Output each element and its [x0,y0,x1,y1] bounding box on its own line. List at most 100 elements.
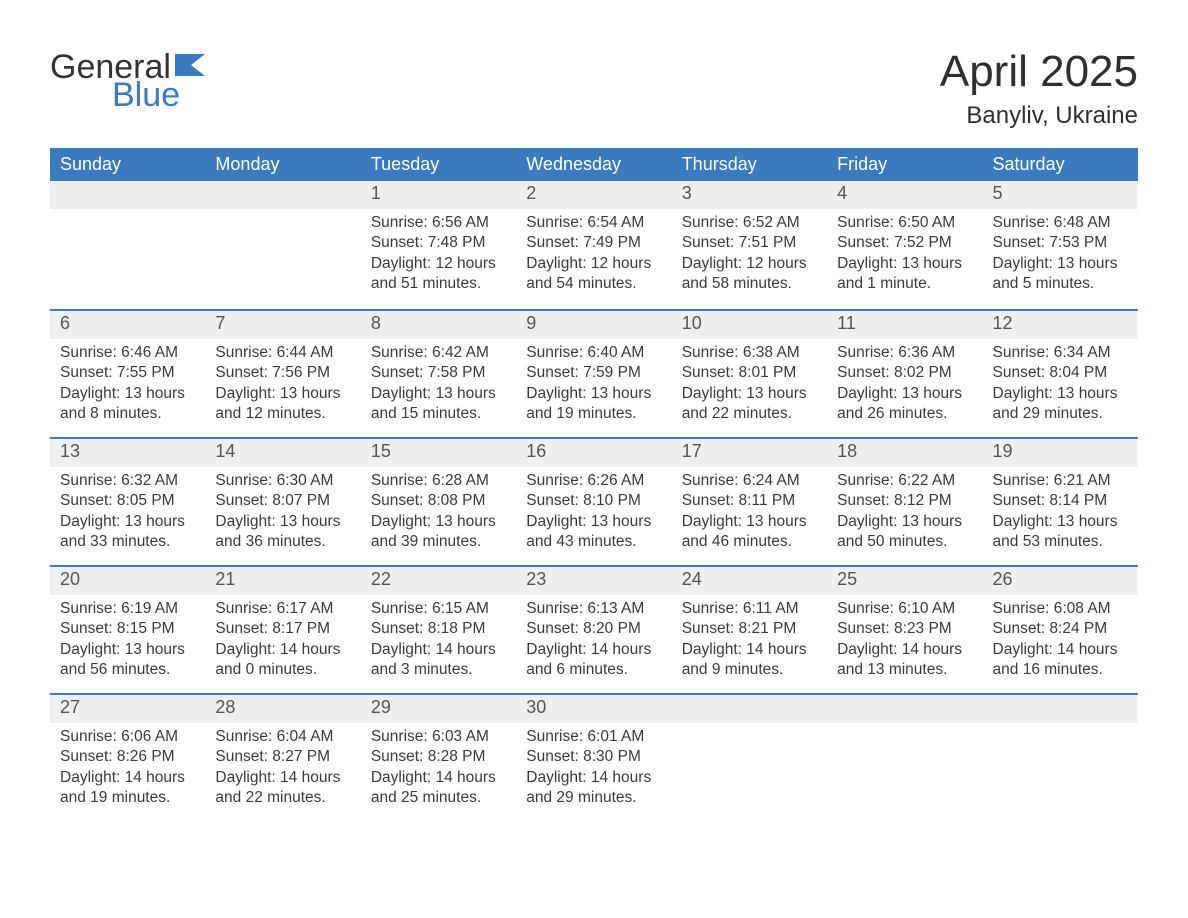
sunrise-text: Sunrise: 6:40 AM [526,343,661,363]
sunrise-text: Sunrise: 6:26 AM [526,471,661,491]
day-details: Sunrise: 6:06 AMSunset: 8:26 PMDaylight:… [50,723,205,809]
sunrise-text: Sunrise: 6:32 AM [60,471,195,491]
day-details: Sunrise: 6:08 AMSunset: 8:24 PMDaylight:… [983,595,1138,681]
day-number: 15 [361,439,516,467]
sunrise-text: Sunrise: 6:08 AM [993,599,1128,619]
daylight-text: Daylight: 14 hours and 16 minutes. [993,640,1128,681]
day-number: 2 [516,181,671,209]
day-header-row: SundayMondayTuesdayWednesdayThursdayFrid… [50,148,1138,181]
day-cell [672,695,827,821]
day-cell: 7Sunrise: 6:44 AMSunset: 7:56 PMDaylight… [205,311,360,437]
sunrise-text: Sunrise: 6:54 AM [526,213,661,233]
day-details: Sunrise: 6:54 AMSunset: 7:49 PMDaylight:… [516,209,671,295]
daylight-text: Daylight: 13 hours and 33 minutes. [60,512,195,553]
day-cell: 26Sunrise: 6:08 AMSunset: 8:24 PMDayligh… [983,567,1138,693]
day-cell: 29Sunrise: 6:03 AMSunset: 8:28 PMDayligh… [361,695,516,821]
day-cell [50,181,205,309]
sunrise-text: Sunrise: 6:17 AM [215,599,350,619]
day-cell: 12Sunrise: 6:34 AMSunset: 8:04 PMDayligh… [983,311,1138,437]
week-row: 27Sunrise: 6:06 AMSunset: 8:26 PMDayligh… [50,693,1138,821]
daylight-text: Daylight: 14 hours and 6 minutes. [526,640,661,681]
sunset-text: Sunset: 8:28 PM [371,747,506,767]
day-details: Sunrise: 6:22 AMSunset: 8:12 PMDaylight:… [827,467,982,553]
day-number: 7 [205,311,360,339]
day-details: Sunrise: 6:56 AMSunset: 7:48 PMDaylight:… [361,209,516,295]
sunset-text: Sunset: 8:08 PM [371,491,506,511]
day-cell: 5Sunrise: 6:48 AMSunset: 7:53 PMDaylight… [983,181,1138,309]
daylight-text: Daylight: 13 hours and 22 minutes. [682,384,817,425]
sunrise-text: Sunrise: 6:11 AM [682,599,817,619]
sunset-text: Sunset: 7:48 PM [371,233,506,253]
sunrise-text: Sunrise: 6:46 AM [60,343,195,363]
day-details: Sunrise: 6:40 AMSunset: 7:59 PMDaylight:… [516,339,671,425]
day-details: Sunrise: 6:21 AMSunset: 8:14 PMDaylight:… [983,467,1138,553]
week-row: 1Sunrise: 6:56 AMSunset: 7:48 PMDaylight… [50,181,1138,309]
day-number: 26 [983,567,1138,595]
sunset-text: Sunset: 8:23 PM [837,619,972,639]
daylight-text: Daylight: 13 hours and 1 minute. [837,254,972,295]
sunrise-text: Sunrise: 6:13 AM [526,599,661,619]
daylight-text: Daylight: 13 hours and 53 minutes. [993,512,1128,553]
sunset-text: Sunset: 8:07 PM [215,491,350,511]
sunrise-text: Sunrise: 6:22 AM [837,471,972,491]
day-details: Sunrise: 6:13 AMSunset: 8:20 PMDaylight:… [516,595,671,681]
day-details: Sunrise: 6:36 AMSunset: 8:02 PMDaylight:… [827,339,982,425]
day-details: Sunrise: 6:04 AMSunset: 8:27 PMDaylight:… [205,723,360,809]
day-cell: 30Sunrise: 6:01 AMSunset: 8:30 PMDayligh… [516,695,671,821]
day-header: Friday [827,148,982,181]
day-cell: 6Sunrise: 6:46 AMSunset: 7:55 PMDaylight… [50,311,205,437]
sunset-text: Sunset: 8:15 PM [60,619,195,639]
day-details: Sunrise: 6:42 AMSunset: 7:58 PMDaylight:… [361,339,516,425]
sunset-text: Sunset: 7:52 PM [837,233,972,253]
day-number: 8 [361,311,516,339]
day-cell: 13Sunrise: 6:32 AMSunset: 8:05 PMDayligh… [50,439,205,565]
logo-word2: Blue [112,78,180,112]
sunset-text: Sunset: 7:51 PM [682,233,817,253]
day-details: Sunrise: 6:26 AMSunset: 8:10 PMDaylight:… [516,467,671,553]
day-cell: 20Sunrise: 6:19 AMSunset: 8:15 PMDayligh… [50,567,205,693]
calendar: SundayMondayTuesdayWednesdayThursdayFrid… [50,148,1138,821]
day-header: Tuesday [361,148,516,181]
header: General Blue April 2025 Banyliv, Ukraine [50,50,1138,130]
day-header: Thursday [672,148,827,181]
day-number [672,695,827,723]
sunset-text: Sunset: 7:53 PM [993,233,1128,253]
sunrise-text: Sunrise: 6:52 AM [682,213,817,233]
sunset-text: Sunset: 7:49 PM [526,233,661,253]
day-cell: 27Sunrise: 6:06 AMSunset: 8:26 PMDayligh… [50,695,205,821]
daylight-text: Daylight: 12 hours and 58 minutes. [682,254,817,295]
day-cell: 14Sunrise: 6:30 AMSunset: 8:07 PMDayligh… [205,439,360,565]
sunrise-text: Sunrise: 6:03 AM [371,727,506,747]
daylight-text: Daylight: 13 hours and 39 minutes. [371,512,506,553]
sunrise-text: Sunrise: 6:28 AM [371,471,506,491]
day-details: Sunrise: 6:34 AMSunset: 8:04 PMDaylight:… [983,339,1138,425]
day-number: 12 [983,311,1138,339]
day-cell: 19Sunrise: 6:21 AMSunset: 8:14 PMDayligh… [983,439,1138,565]
daylight-text: Daylight: 13 hours and 8 minutes. [60,384,195,425]
daylight-text: Daylight: 13 hours and 50 minutes. [837,512,972,553]
day-details: Sunrise: 6:28 AMSunset: 8:08 PMDaylight:… [361,467,516,553]
sunset-text: Sunset: 8:01 PM [682,363,817,383]
day-number: 9 [516,311,671,339]
day-cell: 21Sunrise: 6:17 AMSunset: 8:17 PMDayligh… [205,567,360,693]
day-number: 11 [827,311,982,339]
day-cell: 25Sunrise: 6:10 AMSunset: 8:23 PMDayligh… [827,567,982,693]
sunset-text: Sunset: 8:26 PM [60,747,195,767]
sunset-text: Sunset: 8:14 PM [993,491,1128,511]
day-number: 30 [516,695,671,723]
sunrise-text: Sunrise: 6:48 AM [993,213,1128,233]
day-details: Sunrise: 6:44 AMSunset: 7:56 PMDaylight:… [205,339,360,425]
sunrise-text: Sunrise: 6:24 AM [682,471,817,491]
sunrise-text: Sunrise: 6:50 AM [837,213,972,233]
day-cell: 1Sunrise: 6:56 AMSunset: 7:48 PMDaylight… [361,181,516,309]
daylight-text: Daylight: 14 hours and 3 minutes. [371,640,506,681]
sunset-text: Sunset: 7:56 PM [215,363,350,383]
daylight-text: Daylight: 14 hours and 9 minutes. [682,640,817,681]
day-details: Sunrise: 6:46 AMSunset: 7:55 PMDaylight:… [50,339,205,425]
day-cell: 4Sunrise: 6:50 AMSunset: 7:52 PMDaylight… [827,181,982,309]
logo: General Blue [50,50,205,112]
day-cell: 28Sunrise: 6:04 AMSunset: 8:27 PMDayligh… [205,695,360,821]
daylight-text: Daylight: 13 hours and 46 minutes. [682,512,817,553]
day-cell: 17Sunrise: 6:24 AMSunset: 8:11 PMDayligh… [672,439,827,565]
day-number: 5 [983,181,1138,209]
